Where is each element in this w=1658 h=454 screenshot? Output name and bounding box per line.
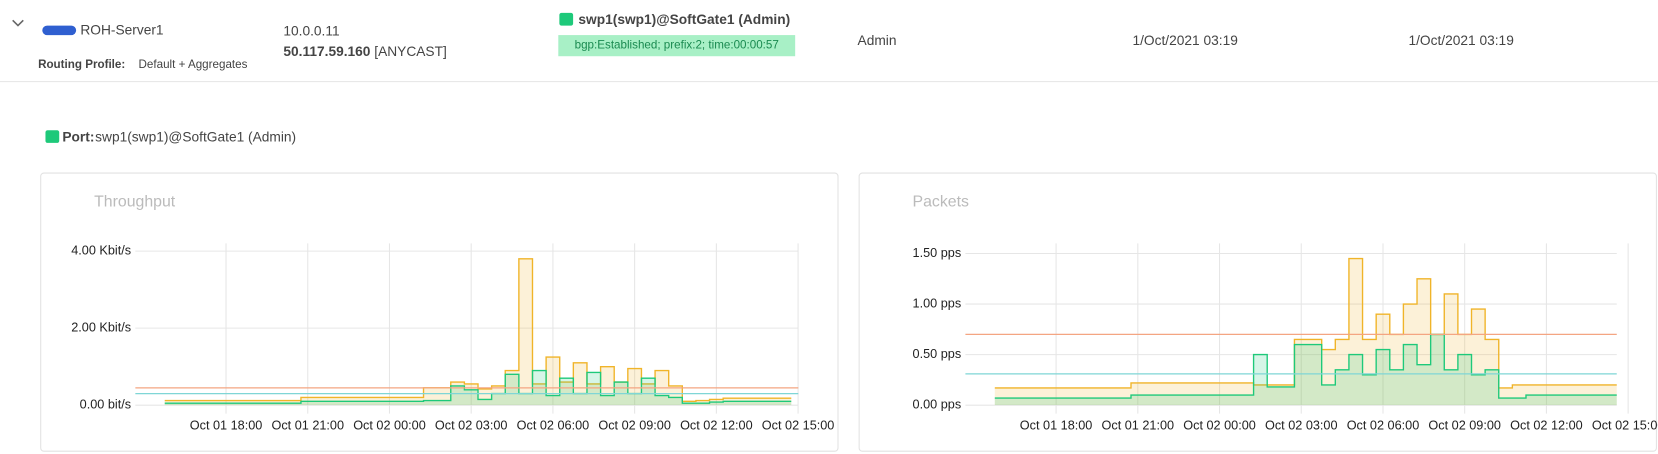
x-tick-label: Oct 01 18:00 (1020, 419, 1093, 433)
x-tick-label: Oct 02 12:00 (1510, 419, 1583, 433)
series-line (164, 369, 792, 404)
x-tick-label: Oct 02 06:00 (1347, 419, 1420, 433)
series-line (164, 258, 792, 403)
expand-chevron[interactable] (12, 19, 24, 27)
y-tick-label: 0.00 pps (913, 398, 962, 412)
chart-panel (40, 172, 839, 452)
created: 1/Oct/2021 03:19 (1132, 33, 1237, 48)
x-tick-label: Oct 02 09:00 (1428, 419, 1501, 433)
series-area (994, 334, 1617, 406)
updated: 1/Oct/2021 03:19 (1408, 33, 1513, 48)
chart-title: Throughput (94, 193, 176, 210)
port[interactable]: swp1(swp1)@SoftGate1 (Admin) (578, 12, 790, 27)
port-icon (45, 130, 60, 143)
y-tick-label: 1.00 pps (913, 296, 962, 310)
chart-panel (858, 172, 1657, 452)
public-ip-value: 50.117.59.160 (283, 44, 370, 59)
port-heading-label: Port: (62, 129, 94, 144)
status: bgp:Established; prefix:2; time:00:00:57 (575, 39, 779, 52)
x-tick-label: Oct 01 21:00 (271, 419, 344, 433)
y-tick-label: 4.00 Kbit/s (71, 243, 131, 257)
series-line (994, 333, 1617, 399)
y-tick-label: 0.00 bit/s (80, 398, 131, 412)
x-tick-label: Oct 02 00:00 (1183, 419, 1256, 433)
x-tick-label: Oct 02 15:00 (1592, 419, 1658, 433)
y-tick-label: 0.50 pps (913, 347, 962, 361)
series-area (994, 258, 1617, 406)
series-area (164, 258, 792, 406)
x-tick-label: Oct 02 15:00 (762, 419, 835, 433)
status-badge (558, 35, 796, 57)
server-icon (42, 25, 77, 36)
public-ip-tag: [ANYCAST] (374, 44, 447, 59)
routing-profile: Default + Aggregates (139, 58, 248, 71)
series-line (994, 257, 1617, 389)
x-tick-label: Oct 02 03:00 (435, 419, 508, 433)
chart-title: Packets (913, 193, 969, 210)
port-heading-value: swp1(swp1)@SoftGate1 (Admin) (95, 129, 296, 144)
ip: 10.0.0.11 (283, 24, 339, 39)
y-tick-label: 2.00 Kbit/s (71, 320, 131, 334)
series-area (164, 370, 792, 406)
x-tick-label: Oct 02 00:00 (353, 419, 426, 433)
x-tick-label: Oct 01 21:00 (1102, 419, 1175, 433)
x-tick-label: Oct 02 03:00 (1265, 419, 1338, 433)
server-name[interactable]: ROH-Server1 (80, 22, 163, 37)
x-tick-label: Oct 02 12:00 (680, 419, 753, 433)
port-icon (559, 12, 574, 26)
public-ip: 50.117.59.160 [ANYCAST] (283, 44, 446, 59)
x-tick-label: Oct 02 09:00 (598, 419, 671, 433)
owner: Admin (858, 33, 897, 48)
x-tick-label: Oct 01 18:00 (190, 419, 263, 433)
y-tick-label: 1.50 pps (913, 246, 962, 260)
routing-profile-label: Routing Profile: (38, 58, 125, 71)
x-tick-label: Oct 02 06:00 (517, 419, 590, 433)
